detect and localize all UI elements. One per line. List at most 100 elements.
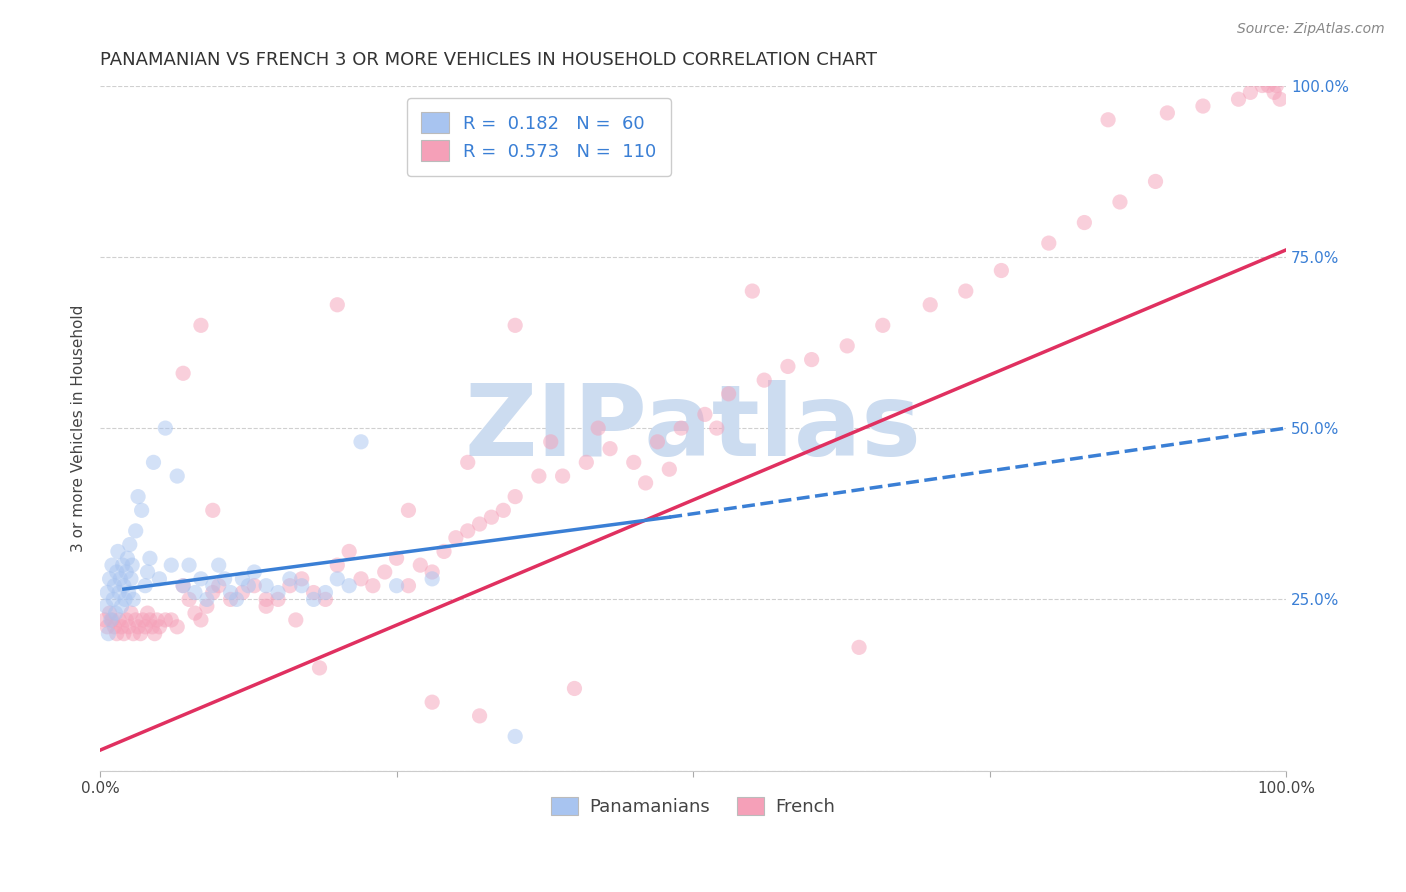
Point (503, 730, 526, 744)
Point (503, 490, 526, 504)
Point (267, 592, 290, 607)
Point (127, 490, 149, 504)
Point (136, 606, 159, 620)
Point (190, 572, 212, 586)
Point (117, 551, 139, 566)
Point (148, 572, 170, 586)
Point (107, 544, 129, 558)
Point (398, 579, 420, 593)
Point (420, 695, 443, 709)
Point (160, 558, 183, 573)
Point (155, 421, 177, 435)
Point (1097, 112, 1119, 127)
Point (291, 579, 314, 593)
Point (96, 620, 118, 634)
Point (110, 620, 132, 634)
Point (800, 352, 823, 367)
Point (776, 359, 799, 374)
Point (103, 579, 125, 593)
Point (177, 592, 200, 607)
Point (201, 503, 224, 517)
Point (564, 681, 586, 696)
Point (326, 298, 349, 312)
Point (243, 579, 266, 593)
Point (920, 298, 942, 312)
Point (219, 592, 242, 607)
Point (503, 318, 526, 333)
Point (96, 585, 118, 599)
Point (457, 524, 479, 538)
Point (1265, 78, 1288, 93)
Point (219, 585, 242, 599)
Point (100, 613, 122, 627)
Point (254, 579, 277, 593)
Point (337, 544, 360, 558)
Point (872, 318, 894, 333)
Point (134, 579, 156, 593)
Point (94, 613, 117, 627)
Point (120, 572, 142, 586)
Point (114, 592, 136, 607)
Point (1144, 174, 1167, 188)
Point (121, 558, 143, 573)
Point (148, 620, 170, 634)
Point (374, 565, 396, 579)
Point (955, 284, 977, 298)
Point (120, 606, 142, 620)
Point (337, 579, 360, 593)
Point (225, 592, 247, 607)
Point (1192, 99, 1215, 113)
Point (101, 592, 124, 607)
Point (141, 620, 163, 634)
Point (284, 613, 307, 627)
Point (385, 551, 408, 566)
Point (326, 572, 349, 586)
Point (111, 558, 134, 573)
Point (350, 434, 373, 449)
Point (104, 606, 127, 620)
Point (254, 599, 277, 614)
Point (97, 626, 120, 640)
Point (208, 558, 231, 573)
Point (837, 339, 859, 353)
Point (575, 455, 598, 469)
Point (481, 510, 503, 524)
Point (112, 626, 135, 640)
Point (134, 620, 156, 634)
Point (717, 387, 740, 401)
Point (326, 558, 349, 573)
Point (208, 579, 231, 593)
Point (184, 606, 207, 620)
Point (195, 599, 218, 614)
Point (108, 613, 131, 627)
Point (105, 626, 128, 640)
Point (468, 516, 491, 531)
Point (314, 592, 336, 607)
Point (586, 421, 609, 435)
Point (195, 592, 218, 607)
Point (350, 572, 373, 586)
Point (444, 531, 467, 545)
Point (990, 263, 1012, 277)
Point (172, 579, 194, 593)
Legend: Panamanians, French: Panamanians, French (544, 789, 842, 823)
Point (669, 421, 692, 435)
Point (1038, 236, 1060, 251)
Point (117, 585, 139, 599)
Point (1263, 86, 1285, 100)
Point (267, 585, 290, 599)
Point (131, 503, 153, 517)
Point (1251, 78, 1274, 93)
Point (361, 579, 384, 593)
Point (142, 455, 165, 469)
Point (127, 620, 149, 634)
Point (706, 421, 728, 435)
Point (1239, 86, 1261, 100)
Point (658, 462, 681, 476)
Point (105, 565, 128, 579)
Point (143, 626, 166, 640)
Point (1109, 194, 1132, 209)
Point (214, 572, 236, 586)
Text: ZIPatlas: ZIPatlas (464, 380, 921, 476)
Point (599, 442, 621, 456)
